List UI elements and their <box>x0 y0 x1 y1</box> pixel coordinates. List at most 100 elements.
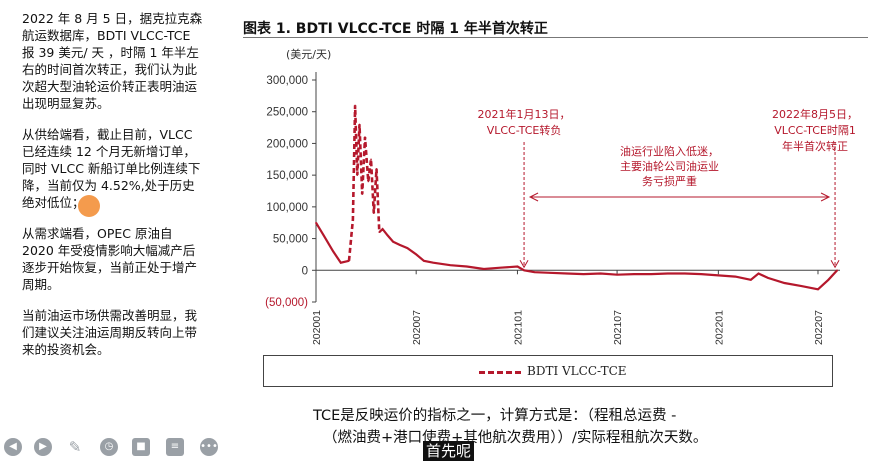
y-tick-label: 150,000 <box>266 170 308 182</box>
legend-swatch <box>479 371 521 374</box>
data-point <box>549 272 551 274</box>
more-icon[interactable]: ••• <box>200 438 218 456</box>
data-point <box>684 273 686 275</box>
x-tick-label: 202001 <box>311 310 323 345</box>
data-point <box>616 274 618 276</box>
data-point <box>367 181 369 183</box>
caption-icon[interactable]: ≡ <box>166 438 184 456</box>
data-point <box>523 269 525 271</box>
x-tick-label: 202201 <box>713 310 725 345</box>
left-text-panel: 2022 年 8 月 5 日，据克拉克森航运数据库，BDTI VLCC-TCE … <box>22 10 204 372</box>
data-point <box>315 222 317 224</box>
data-point <box>784 282 786 284</box>
x-tick-label: 202207 <box>813 310 825 345</box>
y-tick-label: 250,000 <box>266 107 308 119</box>
annotation-3-line-3: 年半首次转正 <box>782 139 848 153</box>
title-divider <box>243 37 868 38</box>
data-point <box>650 273 652 275</box>
caption-line-2: （燃油费+港口使费+其他航次费用））/实际程租航次天数。 <box>313 427 783 449</box>
x-tick-label: 202007 <box>411 310 423 345</box>
data-point <box>633 273 635 275</box>
caption: TCE是反映运价的指标之一，计算方式是：（程租总运费 - （燃油费+港口使费+其… <box>313 405 783 449</box>
data-point <box>667 273 669 275</box>
y-tick-label: 200,000 <box>266 138 308 150</box>
data-point <box>450 264 452 266</box>
prev-icon[interactable]: ◀ <box>4 438 22 456</box>
x-tick-label: 202101 <box>512 310 524 345</box>
annotation-2-line-1: 油运行业陷入低迷， <box>620 144 719 158</box>
data-point <box>483 268 485 270</box>
data-point <box>836 269 838 271</box>
chart-title: 图表 1. BDTI VLCC-TCE 时隔 1 年半首次转正 <box>243 18 548 38</box>
data-point <box>373 212 375 214</box>
data-point <box>407 247 409 249</box>
data-point <box>356 174 358 176</box>
data-point <box>583 273 585 275</box>
data-point <box>378 231 380 233</box>
series-line-spike <box>349 105 379 260</box>
data-point <box>415 254 417 256</box>
data-point <box>364 136 366 138</box>
data-point <box>370 158 372 160</box>
data-point <box>323 235 325 237</box>
chart-legend: BDTI VLCC-TCE <box>263 355 833 387</box>
data-point <box>600 273 602 275</box>
data-point <box>750 279 752 281</box>
paragraph-2: 从供给端看，截止目前，VLCC 已经连续 12 个月无新增订单，同时 VLCC … <box>22 126 204 211</box>
paragraph-4: 当前油运市场供需改善明显，我们建议关注油运周期反转向上带来的投资机会。 <box>22 307 204 358</box>
data-point <box>423 260 425 262</box>
annotation-3-line-1: 2022年8月5日， <box>772 107 858 121</box>
data-point <box>517 266 519 268</box>
data-point <box>361 193 363 195</box>
y-tick-label: 300,000 <box>266 75 308 87</box>
clock-icon[interactable]: ◷ <box>100 438 118 456</box>
data-point <box>566 273 568 275</box>
data-point <box>466 266 468 268</box>
y-tick-label: (50,000) <box>265 297 308 309</box>
caption-line-1: TCE是反映运价的指标之一，计算方式是：（程租总运费 - <box>313 405 783 427</box>
pen-icon[interactable]: ✎ <box>66 438 84 456</box>
data-point <box>359 124 361 126</box>
data-point <box>718 275 720 277</box>
series-line-main <box>379 229 837 289</box>
data-point <box>348 260 350 262</box>
series-line-start <box>316 223 349 263</box>
pointer-highlight <box>78 195 100 217</box>
data-point <box>382 228 384 230</box>
data-point <box>801 285 803 287</box>
chart-svg: (美元/天) 300,000 250,000 200,000 150,000 100,00… <box>243 40 873 350</box>
data-point <box>399 244 401 246</box>
x-tick-label: 202107 <box>612 310 624 345</box>
data-point <box>534 271 536 273</box>
data-point <box>500 267 502 269</box>
paragraph-1: 2022 年 8 月 5 日，据克拉克森航运数据库，BDTI VLCC-TCE … <box>22 10 204 112</box>
annotation-2-line-2: 主要油轮公司油运业 <box>620 159 719 173</box>
annotation-3-line-2: VLCC-TCE时隔1 <box>774 124 856 137</box>
annotation-1-line-1: 2021年1月13日， <box>478 107 571 121</box>
subtitle-overlay: 首先呢 <box>423 441 474 461</box>
data-point <box>354 105 356 107</box>
paragraph-3: 从需求端看，OPEC 原油自 2020 年受疫情影响大幅减产后逐步开始恢复，当前… <box>22 225 204 293</box>
data-point <box>352 219 354 221</box>
camera-icon[interactable]: ■ <box>132 438 150 456</box>
data-point <box>828 279 830 281</box>
y-tick-label: 50,000 <box>273 234 308 246</box>
data-point <box>376 168 378 170</box>
data-point <box>392 241 394 243</box>
data-point <box>332 250 334 252</box>
data-point <box>735 276 737 278</box>
y-tick-label: 100,000 <box>266 202 308 214</box>
data-point <box>432 262 434 264</box>
data-point <box>700 273 702 275</box>
y-axis-label: (美元/天) <box>286 48 331 61</box>
annotation-2-line-3: 务亏损严重 <box>642 174 697 188</box>
data-point <box>817 289 819 291</box>
data-point <box>767 277 769 279</box>
y-tick-label: 0 <box>302 265 308 277</box>
data-point <box>758 273 760 275</box>
play-icon[interactable]: ▶ <box>34 438 52 456</box>
data-point <box>340 262 342 264</box>
data-point <box>387 235 389 237</box>
legend-label: BDTI VLCC-TCE <box>527 364 627 378</box>
annotation-1-line-2: VLCC-TCE转负 <box>487 123 562 137</box>
